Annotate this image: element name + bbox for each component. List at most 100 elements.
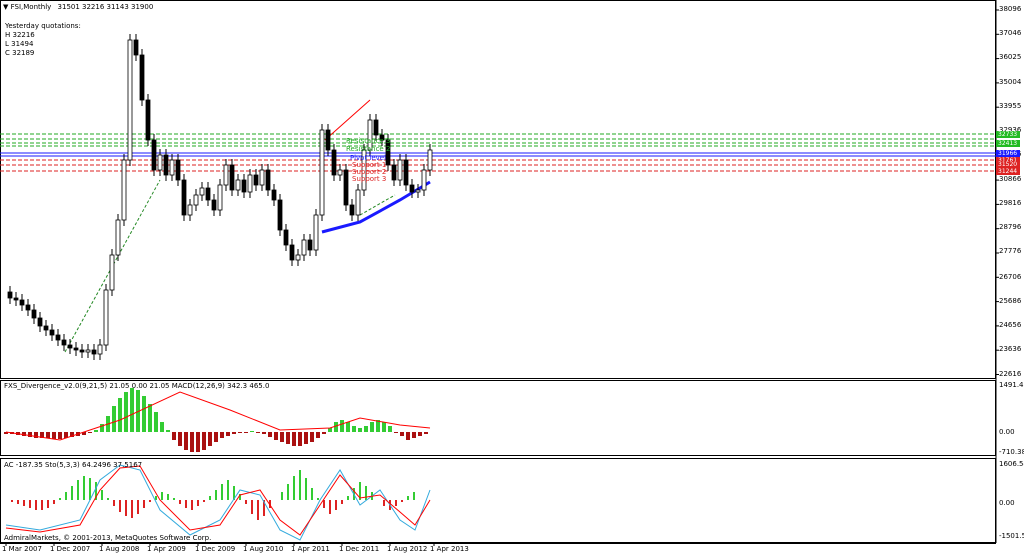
candle-body [169,159,175,176]
oscillator [5,464,431,541]
candle-body [235,179,241,191]
macd-bar [424,432,428,434]
macd-bar [94,430,98,432]
level-label-pivot: Pivot level [350,154,387,162]
price-tick: 33955 [999,102,1022,110]
candle-body [187,204,193,216]
macd-bar [238,432,242,433]
macd-bar [88,432,92,433]
candle-body [79,349,85,353]
candle-body [67,344,73,349]
price-tick: 23636 [999,345,1022,353]
indicator-pane-1[interactable] [0,380,996,456]
macd-bar [190,432,194,452]
indicator-pane-2[interactable] [0,458,996,543]
candle-body [25,304,31,311]
candle-body [55,334,61,341]
candle-body [295,254,301,261]
macd-bar [304,432,308,444]
macd-bar [250,431,254,432]
candle-body [157,154,163,171]
candle-body [331,149,337,176]
candlesticks [7,34,433,360]
candle-body [385,139,391,166]
macd-bar [214,432,218,442]
copyright: AdmiralMarkets, © 2001-2013, MetaQuotes … [4,534,212,542]
indicator1-title: FXS_Divergence_v2.0(9,21,5) 21.05 0.00 2… [4,382,270,390]
macd-signal-line [5,391,431,441]
candle-body [373,119,379,136]
candle-body [271,189,277,201]
level-tag-s1: 31761 [996,157,1020,164]
candle-body [217,184,223,211]
macd-histogram [4,388,431,452]
macd-bar [286,432,290,444]
candle-body [301,239,307,256]
macd-bar [64,432,68,438]
candle-body [277,199,283,231]
macd-bar [340,420,344,432]
level-label-s1: Support 1 [352,161,387,169]
ind2-axis-max: 1606.54 [999,460,1024,468]
macd-bar [310,432,314,442]
macd-bar [136,390,140,432]
candle-body [313,214,319,251]
candle-body [361,149,367,191]
macd-bar [412,432,416,438]
candle-body [19,299,25,306]
macd-bar [292,432,296,446]
macd-bar [328,428,332,432]
level-label-s3: Support 3 [352,175,387,183]
level-label-s2: Support 2 [352,168,387,176]
macd-bar [418,432,422,436]
candle-body [367,119,373,151]
macd-bar [166,430,170,432]
candle-body [409,184,415,193]
level-label-r2: Resistance 2 [346,145,391,153]
level-tag-r2: 32413 [996,140,1020,147]
macd-bar [316,432,320,438]
axis-ticks [5,9,999,546]
candle-body [223,164,229,186]
time-tick: 1 Aug 2008 [99,545,140,553]
macd-bar [112,406,116,432]
candle-body [265,169,271,191]
window-title[interactable]: ▼ FSI,Monthly 31501 32216 31143 31900 [3,3,153,11]
macd-bar [376,420,380,432]
candle-body [403,159,409,186]
time-tick: 1 Mar 2007 [2,545,42,553]
price-tick: 37046 [999,29,1022,37]
candle-body [229,164,235,191]
candle-body [175,159,181,181]
trend-line [321,180,431,234]
candle-body [37,317,43,327]
dropdown-triangle-icon[interactable]: ▼ [3,3,9,11]
macd-bar [358,428,362,432]
candle-body [415,189,421,193]
main-chart-pane[interactable] [0,0,996,379]
candle-body [13,297,19,301]
macd-bar [406,432,410,440]
macd-bar [142,396,146,432]
ind1-axis-min: -710.38 [999,448,1024,456]
macd-bar [52,432,56,439]
macd-bar [154,412,158,432]
time-tick: 1 Dec 2011 [339,545,380,553]
price-tick: 25686 [999,297,1022,305]
candle-body [85,349,91,353]
level-tag-pivot: 31966 [996,150,1020,157]
time-tick: 1 Aug 2012 [387,545,428,553]
macd-bar [394,432,398,433]
time-tick: 1 Aug 2010 [243,545,284,553]
macd-bar [352,426,356,432]
candle-body [241,179,247,193]
candle-body [337,169,343,176]
macd-bar [400,432,404,436]
macd-bar [208,432,212,446]
symbol-label: FSI,Monthly [10,3,52,11]
macd-bar [124,392,128,432]
candle-body [61,339,67,346]
stochastic-signal [5,465,431,536]
macd-bar [40,432,44,438]
